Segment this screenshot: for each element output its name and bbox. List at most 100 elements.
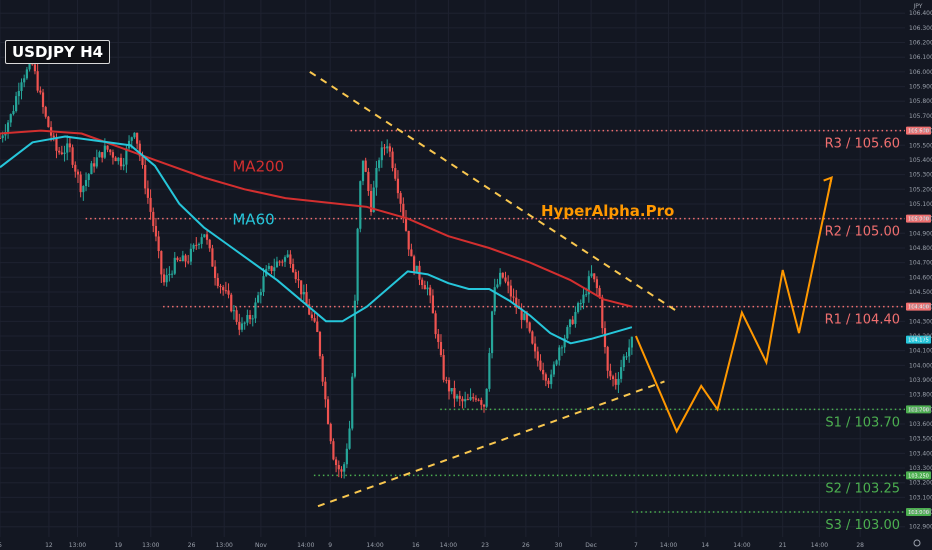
trendline bbox=[309, 71, 678, 312]
candle-body bbox=[219, 285, 222, 288]
x-tick-label: 14:00 bbox=[440, 542, 457, 549]
candle-body bbox=[84, 180, 88, 187]
candle-body bbox=[388, 146, 391, 152]
candle-body bbox=[310, 314, 314, 319]
candle-body bbox=[300, 280, 303, 295]
x-tick-label: 13:00 bbox=[69, 542, 86, 549]
y-tick-label: 104.500 bbox=[909, 289, 932, 296]
candle-body bbox=[515, 297, 518, 308]
y-tick-label: 104.900 bbox=[909, 230, 932, 237]
candle-body bbox=[590, 273, 593, 277]
currency-label: JPY bbox=[913, 3, 923, 10]
trendline bbox=[317, 380, 665, 508]
candle-body bbox=[332, 441, 335, 460]
time-axis[interactable]: 5 12 13:00 19 13:00 26 13:00 Nov 14:00 9 14:00 16 14… bbox=[0, 542, 864, 549]
y-tick-label: 105.500 bbox=[909, 142, 932, 149]
candle-body bbox=[243, 322, 246, 324]
x-tick-label: 7 bbox=[634, 542, 638, 549]
candle-body bbox=[450, 387, 453, 392]
candle-body bbox=[168, 273, 171, 276]
candle-body bbox=[571, 319, 574, 324]
y-tick-label: 106.000 bbox=[909, 69, 932, 76]
ma-line-ma60 bbox=[0, 135, 633, 345]
candle-body bbox=[308, 304, 311, 315]
candle-body bbox=[606, 347, 609, 371]
candle-body bbox=[278, 261, 281, 263]
candle-body bbox=[302, 292, 305, 295]
y-tick-label: 103.800 bbox=[909, 392, 932, 399]
candle-body bbox=[74, 164, 77, 172]
candle-body bbox=[152, 211, 155, 226]
candle-body bbox=[493, 287, 496, 312]
candle-body bbox=[504, 277, 507, 282]
candle-body bbox=[0, 137, 2, 139]
candle-body bbox=[60, 152, 63, 154]
candle-body bbox=[6, 122, 10, 132]
y-tick-label: 105.900 bbox=[909, 84, 932, 91]
settings-icon[interactable] bbox=[913, 539, 921, 547]
candle-body bbox=[63, 152, 66, 154]
candle-body bbox=[507, 281, 510, 286]
trendlines bbox=[309, 71, 678, 508]
candle-body bbox=[275, 261, 279, 268]
candle-body bbox=[386, 146, 389, 149]
watermark-text: HyperAlpha.Pro bbox=[541, 202, 674, 220]
candle-body bbox=[558, 347, 561, 361]
candle-body bbox=[165, 275, 168, 283]
candle-body bbox=[423, 285, 426, 290]
level-label: R1 / 104.40 bbox=[825, 313, 900, 328]
candle-body bbox=[95, 157, 98, 167]
y-tick-label: 105.600 bbox=[909, 128, 932, 135]
y-tick-label: 104.400 bbox=[909, 304, 932, 311]
candle-body bbox=[208, 239, 211, 249]
y-tick-label: 106.100 bbox=[909, 54, 932, 61]
price-axis[interactable]: 105.600 105.000 104.400 103.700 103.250 103.0… bbox=[906, 10, 932, 531]
candle-body bbox=[55, 137, 58, 151]
y-tick-label: 105.400 bbox=[909, 157, 932, 164]
candle-body bbox=[133, 132, 136, 138]
x-tick-label: 13:00 bbox=[142, 542, 159, 549]
candle-body bbox=[603, 328, 607, 348]
candle-body bbox=[157, 236, 160, 252]
candle-body bbox=[380, 147, 383, 161]
y-tick-label: 104.100 bbox=[909, 348, 932, 355]
candle-body bbox=[162, 274, 166, 283]
candle-body bbox=[509, 285, 512, 297]
y-tick-label: 105.000 bbox=[909, 216, 932, 223]
candle-body bbox=[455, 395, 459, 399]
x-tick-label: 26 bbox=[522, 542, 530, 549]
candle-body bbox=[477, 399, 480, 401]
candle-body bbox=[106, 145, 109, 150]
candle-body bbox=[90, 163, 93, 175]
candle-body bbox=[17, 90, 20, 97]
candle-body bbox=[98, 152, 101, 158]
candle-body bbox=[25, 69, 28, 79]
candle-body bbox=[281, 261, 284, 263]
x-tick-label: 14 bbox=[701, 542, 709, 549]
candle-body bbox=[305, 292, 308, 305]
candle-body bbox=[539, 360, 542, 370]
candle-body bbox=[396, 178, 400, 194]
projection-arrowhead bbox=[823, 175, 833, 187]
candle-body bbox=[1, 135, 4, 139]
candle-body bbox=[52, 135, 55, 138]
candle-body bbox=[431, 295, 434, 314]
candle-body bbox=[101, 152, 104, 158]
candle-body bbox=[394, 168, 397, 179]
candle-body bbox=[68, 143, 72, 148]
candle-body bbox=[125, 148, 128, 165]
candle-body bbox=[326, 399, 330, 424]
candle-body bbox=[369, 190, 373, 213]
candle-body bbox=[324, 381, 327, 400]
candle-body bbox=[248, 315, 252, 320]
candle-body bbox=[614, 378, 617, 385]
y-tick-label: 104.200 bbox=[909, 333, 932, 340]
candle-body bbox=[585, 294, 588, 296]
ma-label-ma200: MA200 bbox=[232, 158, 284, 176]
candle-body bbox=[593, 273, 596, 280]
candle-body bbox=[297, 279, 300, 281]
candle-body bbox=[439, 342, 443, 356]
candle-body bbox=[58, 150, 61, 153]
x-tick-label: 9 bbox=[328, 542, 332, 549]
